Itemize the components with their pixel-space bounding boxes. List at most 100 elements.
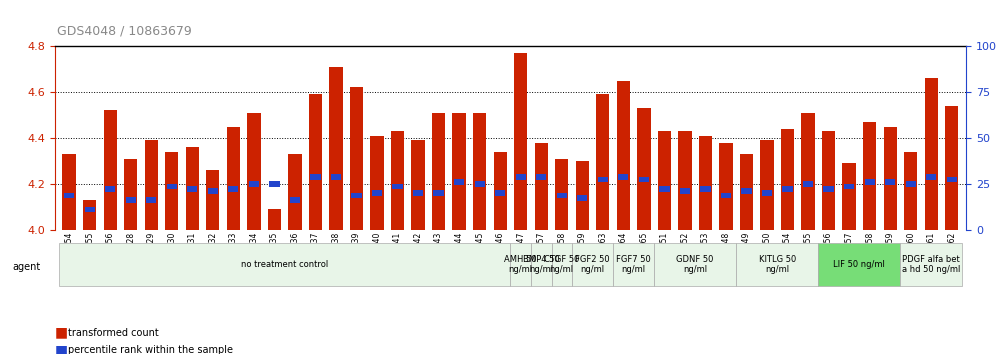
Bar	[125, 197, 135, 203]
FancyBboxPatch shape	[819, 243, 900, 286]
Bar	[249, 181, 259, 187]
Bar	[390, 131, 404, 230]
Bar	[473, 113, 486, 230]
Bar	[454, 179, 464, 185]
Bar	[208, 188, 218, 194]
FancyBboxPatch shape	[614, 243, 654, 286]
Text: GDNF 50
ng/ml: GDNF 50 ng/ml	[676, 255, 714, 274]
FancyBboxPatch shape	[736, 243, 819, 286]
Bar	[165, 152, 178, 230]
Bar	[905, 181, 916, 187]
Text: no treatment control: no treatment control	[241, 260, 329, 269]
Bar	[762, 190, 772, 196]
Bar	[926, 174, 936, 180]
Bar	[843, 163, 856, 230]
Bar	[247, 113, 261, 230]
Bar	[474, 181, 485, 187]
FancyBboxPatch shape	[59, 243, 510, 286]
Bar	[433, 190, 444, 196]
Text: percentile rank within the sample: percentile rank within the sample	[68, 346, 233, 354]
Bar	[105, 186, 116, 192]
Bar	[637, 108, 650, 230]
Bar	[104, 110, 117, 230]
Bar	[268, 210, 281, 230]
Text: BMP4 50
ng/ml: BMP4 50 ng/ml	[523, 255, 560, 274]
FancyBboxPatch shape	[510, 243, 531, 286]
Text: GDS4048 / 10863679: GDS4048 / 10863679	[57, 25, 191, 38]
Bar	[166, 183, 177, 189]
Text: LIF 50 ng/ml: LIF 50 ng/ml	[834, 260, 885, 269]
Bar	[452, 113, 466, 230]
Bar	[187, 186, 197, 192]
Bar	[945, 106, 958, 230]
Bar	[740, 154, 753, 230]
Bar	[495, 190, 505, 196]
Bar	[598, 177, 608, 182]
Bar	[700, 186, 710, 192]
Bar	[83, 200, 97, 230]
Bar	[269, 181, 280, 187]
Bar	[330, 67, 343, 230]
Bar	[411, 141, 424, 230]
Text: FGF2 50
ng/ml: FGF2 50 ng/ml	[576, 255, 610, 274]
Bar	[309, 95, 322, 230]
Text: PDGF alfa bet
a hd 50 ng/ml: PDGF alfa bet a hd 50 ng/ml	[902, 255, 960, 274]
Bar	[372, 190, 382, 196]
Bar	[146, 197, 156, 203]
Bar	[883, 126, 896, 230]
Bar	[617, 80, 630, 230]
Bar	[290, 197, 300, 203]
Bar	[721, 193, 731, 199]
Bar	[865, 179, 874, 185]
Bar	[185, 147, 199, 230]
Bar	[904, 152, 917, 230]
Bar	[557, 193, 567, 199]
Bar	[680, 188, 690, 194]
Bar	[576, 161, 589, 230]
Bar	[331, 174, 341, 180]
Bar	[577, 195, 588, 201]
Text: AMH 50
ng/ml: AMH 50 ng/ml	[504, 255, 537, 274]
Bar	[638, 177, 649, 182]
Bar	[657, 131, 671, 230]
Bar	[555, 159, 569, 230]
Bar	[699, 136, 712, 230]
Text: ■: ■	[55, 326, 68, 340]
Bar	[350, 87, 364, 230]
Bar	[432, 113, 445, 230]
FancyBboxPatch shape	[654, 243, 736, 286]
Bar	[844, 183, 855, 189]
Text: agent: agent	[12, 262, 40, 272]
Bar	[288, 154, 302, 230]
FancyBboxPatch shape	[552, 243, 572, 286]
Bar	[760, 141, 774, 230]
Bar	[946, 177, 957, 182]
Bar	[493, 152, 507, 230]
Bar	[719, 143, 733, 230]
Bar	[619, 174, 628, 180]
Bar	[824, 186, 834, 192]
Bar	[227, 126, 240, 230]
Bar	[63, 154, 76, 230]
Bar	[924, 78, 938, 230]
Bar	[659, 186, 669, 192]
Bar	[85, 206, 95, 212]
Bar	[802, 113, 815, 230]
Bar	[741, 188, 752, 194]
Text: transformed count: transformed count	[68, 328, 158, 338]
Bar	[311, 174, 321, 180]
Bar	[352, 193, 362, 199]
FancyBboxPatch shape	[531, 243, 552, 286]
Bar	[822, 131, 836, 230]
Bar	[514, 53, 528, 230]
Bar	[597, 95, 610, 230]
Text: ■: ■	[55, 343, 68, 354]
Bar	[803, 181, 813, 187]
Bar	[516, 174, 526, 180]
Bar	[536, 174, 547, 180]
Bar	[863, 122, 876, 230]
FancyBboxPatch shape	[572, 243, 614, 286]
Bar	[144, 141, 158, 230]
Bar	[678, 131, 691, 230]
Bar	[783, 186, 793, 192]
